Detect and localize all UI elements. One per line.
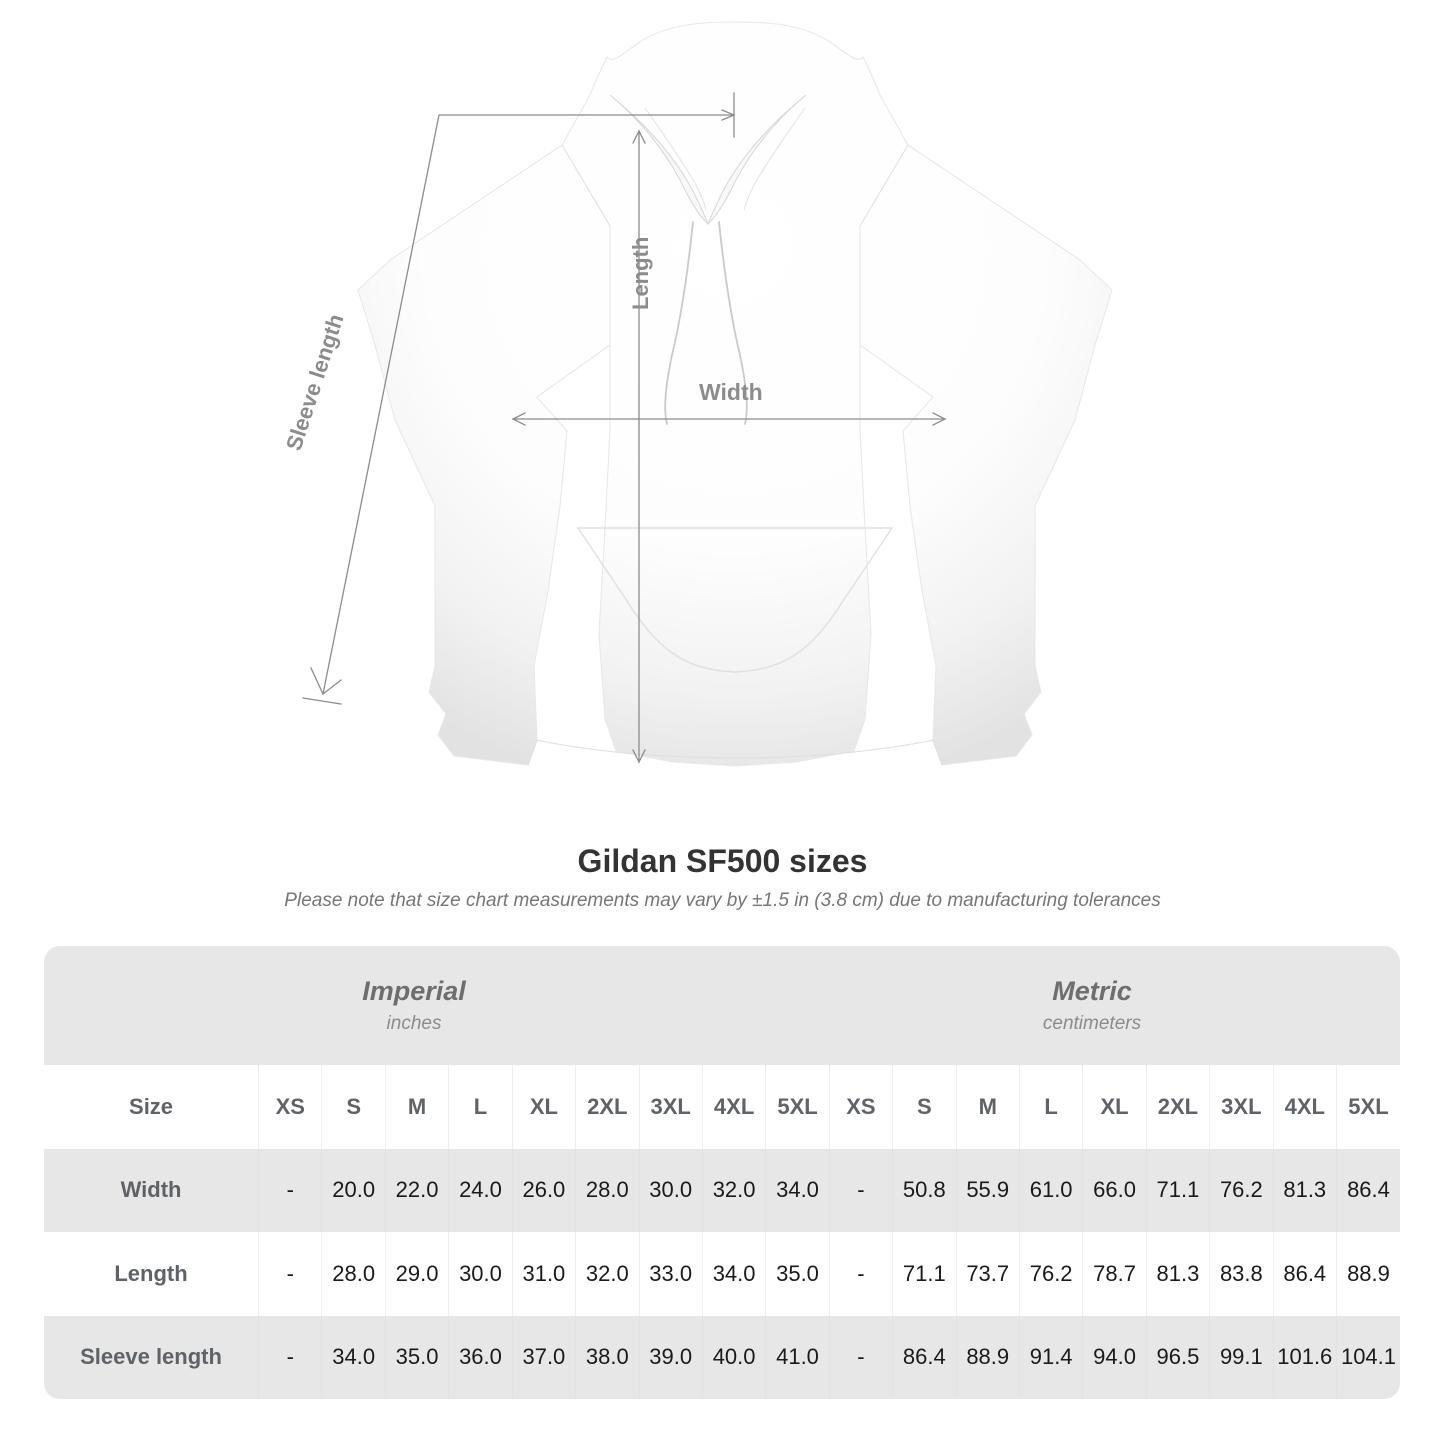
- svg-text:Sleeve length: Sleeve length: [281, 311, 349, 454]
- svg-text:Width: Width: [699, 379, 763, 405]
- svg-text:Length: Length: [628, 237, 653, 310]
